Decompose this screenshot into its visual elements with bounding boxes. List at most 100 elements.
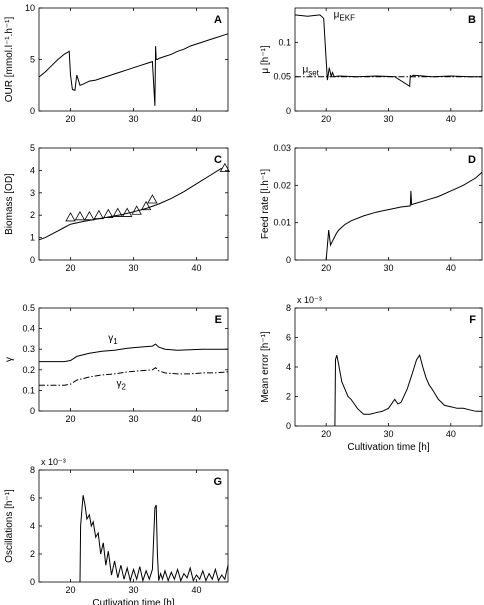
panel-letter: B	[468, 14, 476, 26]
y-tick-label: 0.4	[22, 324, 35, 334]
series-line	[38, 167, 222, 241]
y-tick-label: 1	[30, 233, 35, 243]
plot-frame	[38, 147, 229, 261]
y-tick-label: 0	[30, 406, 35, 416]
panel-D: 20 30 40 0 0.01 0.02 0.03 Feed rate [l.h⁻¹] D	[260, 143, 483, 273]
data-point-marker	[112, 207, 123, 217]
y-tick-label: 2	[30, 549, 35, 559]
panel-G: 20 30 40 0 2 4 6 8 x 10⁻³ Oscillations [h⁻¹] Cutli…	[4, 457, 229, 605]
x-tick-label: 30	[128, 263, 138, 273]
x-tick-label: 30	[128, 414, 138, 424]
y-tick-label: 0.05	[273, 72, 291, 82]
y-tick-label: 2	[30, 210, 35, 220]
data-point-marker	[122, 207, 133, 217]
x-tick-label: 20	[321, 114, 331, 124]
data-point-marker	[74, 211, 86, 221]
y-axis-label: OUR [mmol.l⁻¹.h⁻¹]	[4, 17, 15, 103]
x-tick-label: 20	[321, 263, 331, 273]
y-tick-label: 0.1	[278, 37, 291, 47]
series-line	[325, 171, 483, 261]
y-tick-label: 10	[25, 3, 35, 13]
data-point-marker	[93, 209, 105, 220]
plot-frame	[294, 7, 483, 112]
y-tick-label: 0.03	[273, 143, 291, 153]
y-tick-label: 2	[286, 392, 291, 402]
y-tick-label: 0	[286, 421, 291, 431]
x-tick-label: 40	[446, 114, 456, 124]
y-axis-label: Feed rate [l.h⁻¹]	[260, 169, 271, 240]
y-tick-label: 0	[30, 106, 35, 116]
y-tick-label: 8	[286, 303, 291, 313]
y-tick-label: 0	[286, 255, 291, 265]
y-tick-label: 0.5	[22, 303, 35, 313]
x-tick-label: 30	[128, 585, 138, 595]
panel-E: 20 30 40 0 0.1 0.2 0.3 0.4 0.5 γ Eγ1 γ2	[4, 303, 229, 424]
x-tick-label: 20	[321, 429, 331, 439]
y-tick-label: 8	[30, 465, 35, 475]
plot-frame	[38, 7, 229, 112]
y-tick-label: 4	[30, 165, 35, 175]
series-annotation: γ2	[116, 378, 126, 391]
y-axis-label: Mean error [h⁻¹]	[260, 331, 271, 403]
data-point-marker	[219, 162, 231, 173]
x-tick-label: 20	[65, 263, 75, 273]
series-line	[39, 343, 228, 363]
panel-letter: E	[215, 314, 222, 326]
data-point-marker	[140, 200, 152, 211]
y-axis-label: γ	[4, 357, 15, 362]
data-point-marker	[131, 205, 142, 215]
panel-letter: C	[214, 154, 222, 166]
x-tick-label: 20	[65, 114, 75, 124]
series-line	[334, 354, 482, 427]
y-tick-label: 0.1	[22, 385, 35, 395]
y-tick-label: 0.3	[22, 344, 35, 354]
x-tick-label: 30	[383, 114, 393, 124]
x-axis-label: Cutlivation time [h]	[92, 598, 174, 605]
y-tick-label: 6	[286, 333, 291, 343]
x-tick-label: 20	[65, 414, 75, 424]
x-tick-label: 40	[191, 114, 201, 124]
y-tick-label: 0.2	[22, 365, 35, 375]
panel-letter: G	[213, 476, 222, 488]
y-axis-label: Oscillations [h⁻¹]	[4, 489, 15, 563]
panel-letter: A	[214, 14, 222, 26]
y-tick-label: 0	[30, 255, 35, 265]
y-tick-label: 5	[30, 55, 35, 65]
y-tick-label: 4	[30, 521, 35, 531]
y-axis-label: Biomass [OD]	[4, 173, 15, 235]
y-tick-label: 5	[30, 143, 35, 153]
axis-scale-note: x 10⁻³	[41, 457, 66, 467]
series-line	[79, 495, 229, 583]
panel-letter: F	[469, 314, 476, 326]
plot-frame	[38, 469, 229, 583]
y-axis-label: μ [h⁻¹]	[260, 45, 271, 73]
data-point-marker	[147, 194, 158, 204]
series-annotation: μset	[302, 65, 319, 78]
x-tick-label: 40	[191, 585, 201, 595]
series-line	[39, 367, 229, 386]
x-tick-label: 40	[446, 263, 456, 273]
x-tick-label: 20	[65, 585, 75, 595]
data-point-marker	[84, 211, 95, 221]
series-annotation: γ1	[108, 333, 118, 346]
y-tick-label: 3	[30, 188, 35, 198]
y-tick-label: 0	[30, 577, 35, 587]
data-point-marker	[65, 212, 76, 222]
data-point-marker	[103, 208, 114, 218]
y-tick-label: 0.01	[273, 218, 291, 228]
series-line	[294, 14, 482, 88]
x-tick-label: 30	[383, 263, 393, 273]
x-tick-label: 40	[191, 414, 201, 424]
y-tick-label: 0.02	[273, 180, 291, 190]
plot-frame	[294, 147, 483, 261]
plot-frame	[38, 307, 229, 412]
panel-F: 20 30 40 0 2 4 6 8 x 10⁻³ Mean error [h⁻¹] Cultiva…	[260, 295, 483, 453]
x-tick-label: 40	[191, 263, 201, 273]
axis-scale-note: x 10⁻³	[297, 295, 322, 305]
panel-letter: D	[468, 154, 476, 166]
series-line	[38, 33, 229, 106]
x-axis-label: Cultivation time [h]	[347, 442, 429, 453]
y-tick-label: 0	[286, 106, 291, 116]
panel-C: 20 30 40 0 1 2 3 4 5 Biomass [OD] C	[4, 143, 231, 273]
